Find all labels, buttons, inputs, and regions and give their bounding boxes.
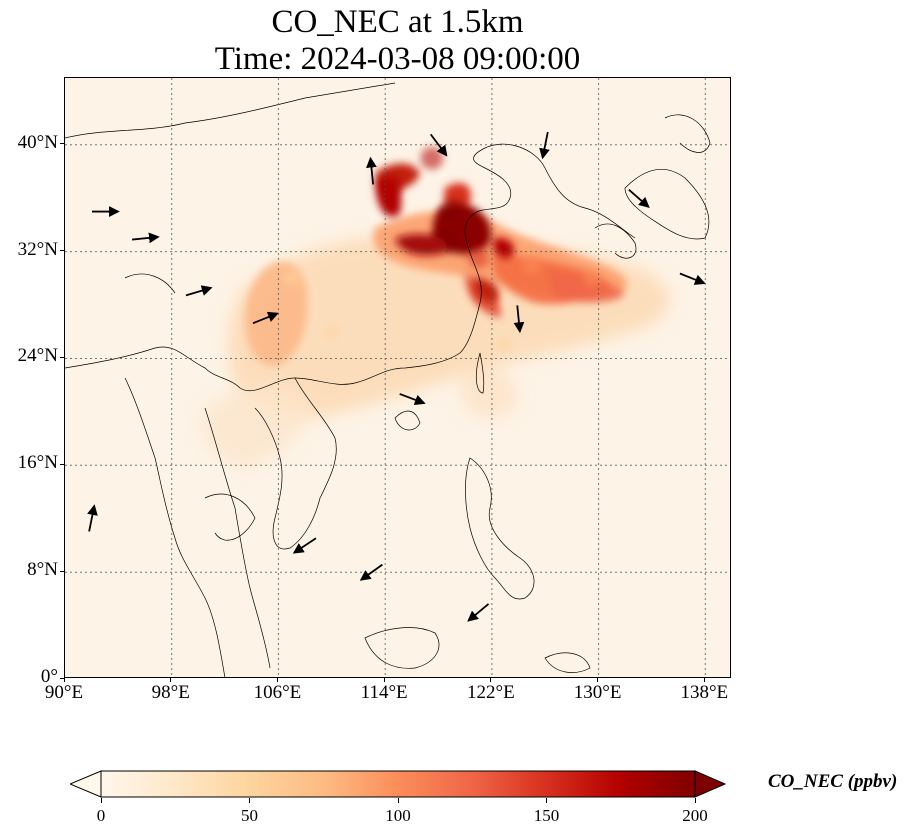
colorbar-tick-label: 150 xyxy=(533,806,560,825)
plume-peak xyxy=(245,405,259,419)
colorbar-tick-mark xyxy=(249,798,250,803)
plume-peak xyxy=(380,173,403,196)
wind-arrow xyxy=(513,305,525,334)
wind-arrow xyxy=(366,156,377,185)
lon-tick-label: 90°E xyxy=(44,682,84,703)
wind-arrow xyxy=(430,133,448,157)
lat-tick-mark xyxy=(60,143,64,145)
chart-title: CO_NEC at 1.5km xyxy=(271,4,524,40)
wind-arrow xyxy=(679,272,706,285)
lon-tick-label: 98°E xyxy=(151,682,190,703)
lat-tick-label: 16°N xyxy=(17,452,58,474)
lon-tick-label: 122°E xyxy=(467,682,515,703)
colorbar xyxy=(68,770,727,800)
lon-tick-label: 138°E xyxy=(680,682,729,703)
plume-peak xyxy=(498,337,513,353)
lat-tick-label: 24°N xyxy=(17,345,58,367)
wind-arrow xyxy=(399,393,426,405)
colorbar-max-extend-arrow xyxy=(694,770,727,798)
chart-time-subtitle: Time: 2024-03-08 09:00:00 xyxy=(214,41,581,77)
wind-arrow xyxy=(539,131,550,160)
wind-arrow xyxy=(87,504,98,532)
map-canvas xyxy=(65,78,730,677)
lat-tick-mark xyxy=(60,570,64,572)
colorbar-tick-label: 50 xyxy=(241,806,258,825)
lat-tick-label: 32°N xyxy=(17,238,58,260)
wind-vectors xyxy=(87,131,706,622)
colorbar-tick-label: 0 xyxy=(96,806,106,825)
colorbar-tick-mark xyxy=(546,798,547,803)
colorbar-tick-label: 100 xyxy=(385,806,411,825)
lat-tick-mark xyxy=(60,250,64,252)
wind-arrow xyxy=(132,232,160,244)
colorbar-tick-mark xyxy=(397,798,399,803)
co-concentration-field xyxy=(202,146,670,468)
lon-tick-mark xyxy=(703,678,705,682)
colorbar-bar xyxy=(100,770,696,798)
map-plot-area xyxy=(64,77,731,678)
lat-tick-label: 8°N xyxy=(27,559,58,581)
lon-tick-mark xyxy=(597,678,599,682)
gridlines xyxy=(65,78,730,677)
lat-tick-mark xyxy=(60,356,64,358)
lon-tick-mark xyxy=(170,678,172,682)
lat-tick-label: 40°N xyxy=(17,131,58,153)
plume-peak xyxy=(324,324,340,340)
wind-arrow xyxy=(467,603,490,622)
lat-tick-label: 0° xyxy=(40,666,58,687)
plume-peak xyxy=(283,270,300,287)
colorbar-min-extend-arrow xyxy=(68,770,102,798)
colorbar-tick-mark xyxy=(694,798,696,803)
plume-peak xyxy=(439,199,464,224)
colorbar-tick-label: 200 xyxy=(682,806,708,825)
wind-arrow xyxy=(628,188,650,208)
colorbar-tick-mark xyxy=(100,798,102,803)
colorbar-graphic xyxy=(68,770,727,798)
wind-arrow xyxy=(359,563,383,581)
lon-tick-mark xyxy=(63,678,65,682)
lon-tick-mark xyxy=(490,678,492,682)
lon-tick-mark xyxy=(276,678,278,682)
plume-peak xyxy=(420,146,444,170)
plume-peak xyxy=(522,255,542,275)
wind-arrow xyxy=(292,537,317,554)
lon-tick-label: 114°E xyxy=(360,682,408,703)
lat-tick-mark xyxy=(60,677,64,679)
wind-arrow xyxy=(185,285,213,297)
colorbar-label: CO_NEC (ppbv) xyxy=(768,771,898,792)
coastlines xyxy=(65,82,711,677)
lon-tick-mark xyxy=(383,678,385,682)
lat-tick-mark xyxy=(60,463,64,465)
lon-tick-label: 130°E xyxy=(573,682,622,703)
plume-peak xyxy=(468,247,490,269)
plume-peak xyxy=(583,269,601,288)
lon-tick-label: 106°E xyxy=(253,682,302,703)
wind-arrow xyxy=(252,311,279,325)
